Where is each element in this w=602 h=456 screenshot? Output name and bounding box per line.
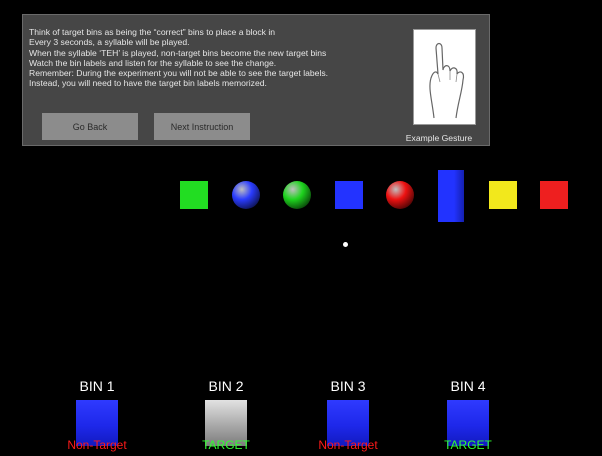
instruction-line: Instead, you will need to have the targe… [29,78,267,89]
go-back-button[interactable]: Go Back [42,113,138,140]
red-sphere[interactable] [386,181,414,209]
bin-4[interactable]: BIN 4 TARGET [423,378,513,456]
instruction-line: Watch the bin labels and listen for the … [29,57,277,68]
bin-status-label: TARGET [202,438,250,452]
bin-container[interactable] [76,400,118,446]
bin-title: BIN 3 [330,378,366,394]
blue-tall-block[interactable] [438,170,464,222]
instruction-line: Remember: During the experiment you will… [29,68,329,79]
red-cube[interactable] [540,181,568,209]
bin-container[interactable] [205,400,247,446]
green-sphere[interactable] [283,181,311,209]
instruction-panel: Think of target bins as being the “corre… [22,14,490,146]
next-instruction-button[interactable]: Next Instruction [154,113,250,140]
example-gesture-caption: Example Gesture [405,133,473,143]
blue-sphere[interactable] [232,181,260,209]
instruction-text: Think of target bins as being the “corre… [29,27,407,89]
green-cube[interactable] [180,181,208,209]
bin-title: BIN 1 [79,378,115,394]
bin-status-label: Non-Target [67,438,127,452]
bin-1[interactable]: BIN 1 Non-Target [52,378,142,456]
bin-3[interactable]: BIN 3 Non-Target [303,378,393,456]
bin-status-label: Non-Target [318,438,378,452]
instruction-line: When the syllable ‘TEH’ is played, non-t… [29,47,327,58]
bin-status-label: TARGET [444,438,492,452]
gaze-cursor [343,242,348,247]
instruction-line: Every 3 seconds, a syllable will be play… [29,37,190,48]
bin-title: BIN 2 [208,378,244,394]
example-gesture-image [413,29,476,125]
bin-container[interactable] [327,400,369,446]
hand-gesture-icon [429,42,465,119]
bin-container[interactable] [447,400,489,446]
blue-cube[interactable] [335,181,363,209]
bin-2[interactable]: BIN 2 TARGET [181,378,271,456]
instruction-line: Think of target bins as being the “corre… [29,27,276,37]
yellow-cube[interactable] [489,181,517,209]
bin-title: BIN 4 [450,378,486,394]
